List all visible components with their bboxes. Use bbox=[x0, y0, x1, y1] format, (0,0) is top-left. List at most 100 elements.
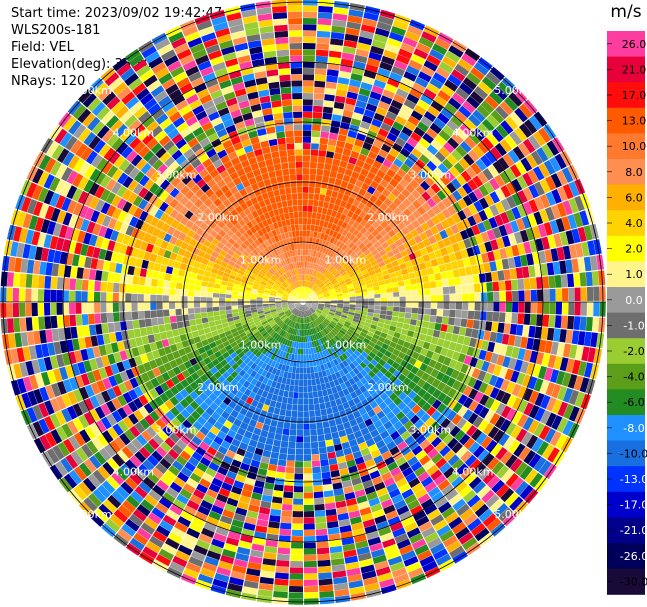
range-gate bbox=[356, 462, 367, 471]
range-gate bbox=[391, 260, 399, 267]
range-gate bbox=[542, 444, 555, 460]
range-gate bbox=[493, 429, 505, 443]
range-gate bbox=[219, 297, 226, 302]
range-gate bbox=[435, 222, 445, 232]
range-gate bbox=[427, 395, 437, 406]
range-gate bbox=[427, 537, 442, 549]
range-gate bbox=[347, 85, 360, 94]
range-gate bbox=[514, 461, 528, 476]
range-gate bbox=[392, 121, 404, 132]
range-gate bbox=[517, 414, 529, 428]
range-gate bbox=[344, 202, 353, 211]
range-gate bbox=[496, 237, 505, 249]
range-gate bbox=[429, 49, 445, 61]
range-gate bbox=[406, 137, 418, 148]
range-gate bbox=[195, 318, 203, 325]
range-gate bbox=[441, 316, 449, 325]
range-gate bbox=[401, 126, 413, 137]
range-gate bbox=[390, 277, 398, 283]
range-gate bbox=[324, 87, 336, 96]
range-gate bbox=[89, 324, 97, 336]
range-gate bbox=[531, 225, 541, 239]
range-gate bbox=[442, 237, 452, 247]
range-gate bbox=[358, 88, 371, 97]
range-gate bbox=[268, 464, 278, 472]
range-gate bbox=[444, 102, 458, 115]
range-gate bbox=[355, 100, 367, 109]
range-gate bbox=[395, 137, 406, 148]
range-gate bbox=[358, 407, 367, 416]
range-gates bbox=[0, 0, 606, 605]
range-gate bbox=[362, 358, 371, 366]
range-gate bbox=[282, 428, 290, 436]
range-gate bbox=[308, 275, 312, 282]
range-gate bbox=[468, 302, 475, 311]
range-gate bbox=[337, 512, 350, 521]
range-gate bbox=[480, 231, 490, 243]
range-gate bbox=[504, 135, 517, 149]
range-gate bbox=[106, 302, 113, 313]
range-gate bbox=[438, 61, 454, 74]
range-gate bbox=[340, 285, 348, 290]
range-gate bbox=[187, 308, 195, 314]
range-gate bbox=[364, 418, 374, 427]
range-gate bbox=[340, 260, 347, 267]
range-gate bbox=[468, 132, 481, 145]
range-gate bbox=[332, 13, 348, 22]
range-gate bbox=[436, 524, 451, 537]
range-gate bbox=[360, 447, 371, 457]
range-gate bbox=[387, 345, 395, 353]
range-gate bbox=[93, 291, 101, 302]
range-gate bbox=[309, 308, 314, 314]
range-gate bbox=[477, 370, 487, 382]
range-gate bbox=[436, 309, 444, 317]
range-gate bbox=[517, 190, 528, 204]
range-gate bbox=[484, 397, 495, 409]
range-gate bbox=[402, 208, 412, 218]
range-gate bbox=[489, 261, 497, 272]
range-gate bbox=[401, 516, 415, 527]
range-gate bbox=[320, 131, 330, 139]
range-gate bbox=[270, 508, 282, 517]
range-gate bbox=[332, 482, 343, 490]
range-gate bbox=[267, 527, 280, 535]
range-gate bbox=[336, 291, 343, 295]
range-gate bbox=[388, 105, 400, 116]
range-gate bbox=[338, 355, 345, 362]
range-gate bbox=[504, 222, 514, 235]
range-gate bbox=[473, 62, 489, 76]
range-gate bbox=[441, 374, 451, 385]
range-gate bbox=[475, 158, 487, 171]
range-gate bbox=[308, 289, 312, 295]
range-gate bbox=[379, 366, 388, 375]
range-gate bbox=[273, 439, 281, 447]
range-gate bbox=[353, 396, 361, 405]
range-gate bbox=[424, 503, 438, 515]
range-gate bbox=[478, 210, 488, 222]
range-gate bbox=[126, 274, 134, 284]
range-gate bbox=[467, 376, 477, 388]
range-gate bbox=[393, 158, 404, 168]
range-gate bbox=[426, 83, 440, 95]
range-gate bbox=[389, 163, 400, 173]
range-gate bbox=[315, 528, 328, 536]
range-gate bbox=[430, 100, 444, 112]
range-gate bbox=[407, 153, 419, 164]
range-gate bbox=[380, 265, 388, 272]
range-gate bbox=[320, 330, 325, 337]
range-gate bbox=[439, 364, 449, 374]
range-gate bbox=[355, 298, 362, 302]
range-gate bbox=[362, 390, 371, 399]
range-gate bbox=[498, 507, 513, 522]
range-gate bbox=[355, 295, 362, 299]
range-gate bbox=[304, 567, 318, 574]
range-gate bbox=[538, 425, 551, 440]
range-gate bbox=[443, 302, 450, 310]
range-gate bbox=[373, 313, 380, 318]
range-gate bbox=[507, 149, 520, 164]
range-gate bbox=[317, 162, 325, 170]
range-gate bbox=[482, 453, 495, 467]
range-gate bbox=[378, 493, 391, 503]
range-gate bbox=[291, 410, 298, 418]
range-gate bbox=[327, 451, 337, 459]
